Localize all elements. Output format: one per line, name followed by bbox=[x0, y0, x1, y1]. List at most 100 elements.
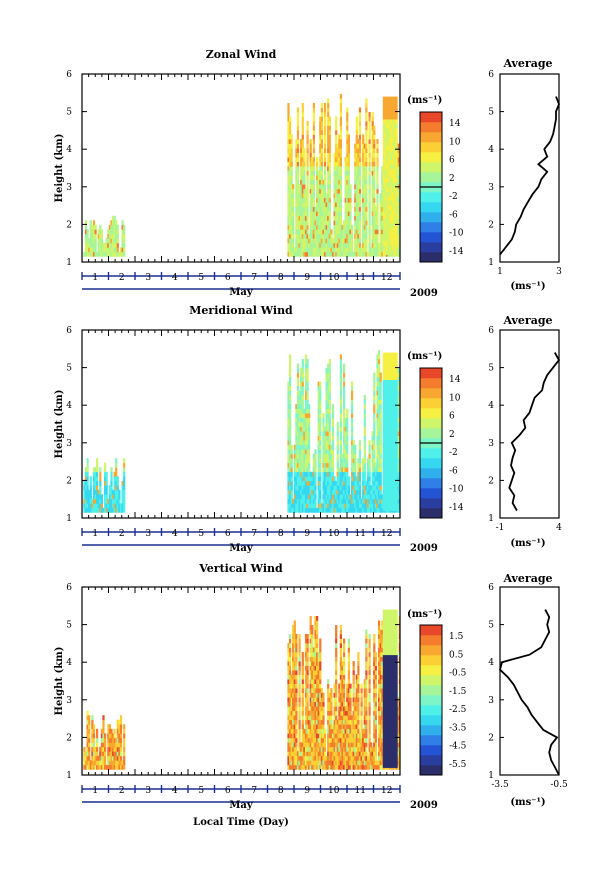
heatmap-cell bbox=[304, 426, 308, 432]
heatmap-cell bbox=[390, 146, 393, 152]
heatmap-cell bbox=[317, 476, 320, 482]
heatmap-cell bbox=[303, 238, 306, 244]
heatmap-cell bbox=[292, 701, 295, 707]
heatmap-cell bbox=[389, 388, 392, 394]
heatmap-cell bbox=[325, 485, 328, 491]
heatmap-cell bbox=[317, 229, 320, 235]
heatmap-cell bbox=[292, 498, 295, 504]
heatmap-cell bbox=[100, 760, 103, 766]
heatmap-cell bbox=[376, 458, 379, 464]
heatmap-cell bbox=[366, 471, 370, 477]
heatmap-cell bbox=[386, 429, 389, 435]
heatmap-cell bbox=[365, 98, 368, 104]
heatmap-cell bbox=[397, 503, 400, 509]
heatmap-cell bbox=[319, 179, 322, 185]
heatmap-cell bbox=[362, 184, 365, 190]
heatmap-cell bbox=[368, 121, 371, 126]
profile-y-tick-label: 6 bbox=[488, 326, 494, 336]
heatmap-cell bbox=[105, 503, 108, 509]
heatmap-cell bbox=[351, 408, 354, 414]
heatmap-cell bbox=[89, 503, 92, 509]
heatmap-cell bbox=[390, 397, 393, 403]
heatmap-cell bbox=[320, 103, 323, 108]
heatmap-cell bbox=[325, 206, 328, 212]
heatmap-cell bbox=[295, 440, 298, 446]
heatmap-cell bbox=[325, 453, 328, 459]
heatmap-cell bbox=[363, 498, 366, 504]
heatmap-cell bbox=[319, 449, 322, 455]
heatmap-cell bbox=[312, 170, 315, 176]
heatmap-cell bbox=[373, 408, 376, 414]
heatmap-cell bbox=[108, 494, 111, 500]
heatmap-cell bbox=[387, 236, 390, 242]
heatmap-cell bbox=[392, 200, 395, 206]
heatmap-cell bbox=[343, 440, 346, 446]
heatmap-cell bbox=[312, 175, 315, 181]
day-label: 8 bbox=[278, 273, 284, 283]
heatmap-cell bbox=[88, 751, 91, 757]
heatmap-cell bbox=[371, 166, 374, 172]
heatmap-cell bbox=[390, 370, 393, 376]
heatmap-cell bbox=[384, 352, 387, 358]
heatmap-cell bbox=[362, 503, 365, 509]
heatmap-cell bbox=[374, 224, 377, 230]
heatmap-cell bbox=[322, 233, 325, 239]
heatmap-cell bbox=[298, 688, 301, 694]
heatmap-cell bbox=[312, 692, 315, 698]
heatmap-cell bbox=[314, 746, 317, 752]
heatmap-cell bbox=[323, 152, 327, 158]
heatmap-cell bbox=[83, 746, 86, 752]
heatmap-cell bbox=[354, 143, 357, 149]
heatmap-cell bbox=[301, 107, 304, 113]
heatmap-cell bbox=[290, 184, 293, 190]
heatmap-cell bbox=[295, 233, 298, 239]
heatmap-cell bbox=[290, 755, 293, 761]
heatmap-cell bbox=[115, 480, 118, 486]
heatmap-cell bbox=[343, 404, 346, 410]
heatmap-cell bbox=[309, 674, 312, 680]
heatmap-cell bbox=[365, 247, 368, 253]
heatmap-cell bbox=[382, 177, 385, 183]
heatmap-cell bbox=[376, 197, 379, 203]
heatmap-cell bbox=[382, 402, 385, 408]
heatmap-cell bbox=[376, 251, 379, 257]
heatmap-cell bbox=[303, 746, 306, 752]
heatmap-cell bbox=[100, 755, 103, 761]
heatmap-cell bbox=[317, 728, 320, 734]
heatmap-cell bbox=[309, 692, 312, 698]
heatmap-cell bbox=[301, 715, 304, 721]
meridional-profile-xlabel: (ms⁻¹) bbox=[510, 538, 545, 549]
heatmap-cell bbox=[373, 507, 376, 513]
heatmap-cell bbox=[382, 119, 385, 125]
heatmap-cell bbox=[389, 227, 392, 233]
heatmap-cell bbox=[287, 215, 290, 221]
heatmap-cell bbox=[344, 426, 347, 432]
heatmap-cell bbox=[304, 224, 308, 230]
heatmap-cell bbox=[378, 476, 381, 482]
heatmap-cell bbox=[123, 755, 126, 761]
heatmap-cell bbox=[298, 480, 301, 486]
heatmap-cell bbox=[343, 386, 346, 391]
heatmap-cell bbox=[347, 238, 350, 244]
heatmap-cell bbox=[354, 476, 357, 482]
heatmap-cell bbox=[389, 128, 392, 134]
heatmap-cell bbox=[365, 103, 368, 108]
heatmap-cell bbox=[113, 498, 116, 504]
heatmap-cell bbox=[289, 404, 292, 410]
heatmap-cell bbox=[392, 429, 395, 435]
heatmap-cell bbox=[343, 444, 346, 450]
heatmap-cell bbox=[92, 760, 96, 766]
heatmap-cell bbox=[293, 489, 296, 495]
heatmap-cell bbox=[390, 101, 393, 107]
heatmap-cell bbox=[389, 506, 392, 511]
heatmap-cell bbox=[382, 146, 385, 152]
heatmap-cell bbox=[358, 184, 362, 190]
heatmap-cell bbox=[346, 476, 349, 482]
heatmap-cell bbox=[384, 195, 387, 201]
heatmap-cell bbox=[397, 381, 400, 387]
heatmap-cell bbox=[295, 643, 298, 648]
heatmap-cell bbox=[355, 233, 358, 239]
heatmap-cell bbox=[325, 467, 328, 473]
heatmap-cell bbox=[295, 435, 298, 441]
heatmap-cell bbox=[363, 408, 366, 414]
